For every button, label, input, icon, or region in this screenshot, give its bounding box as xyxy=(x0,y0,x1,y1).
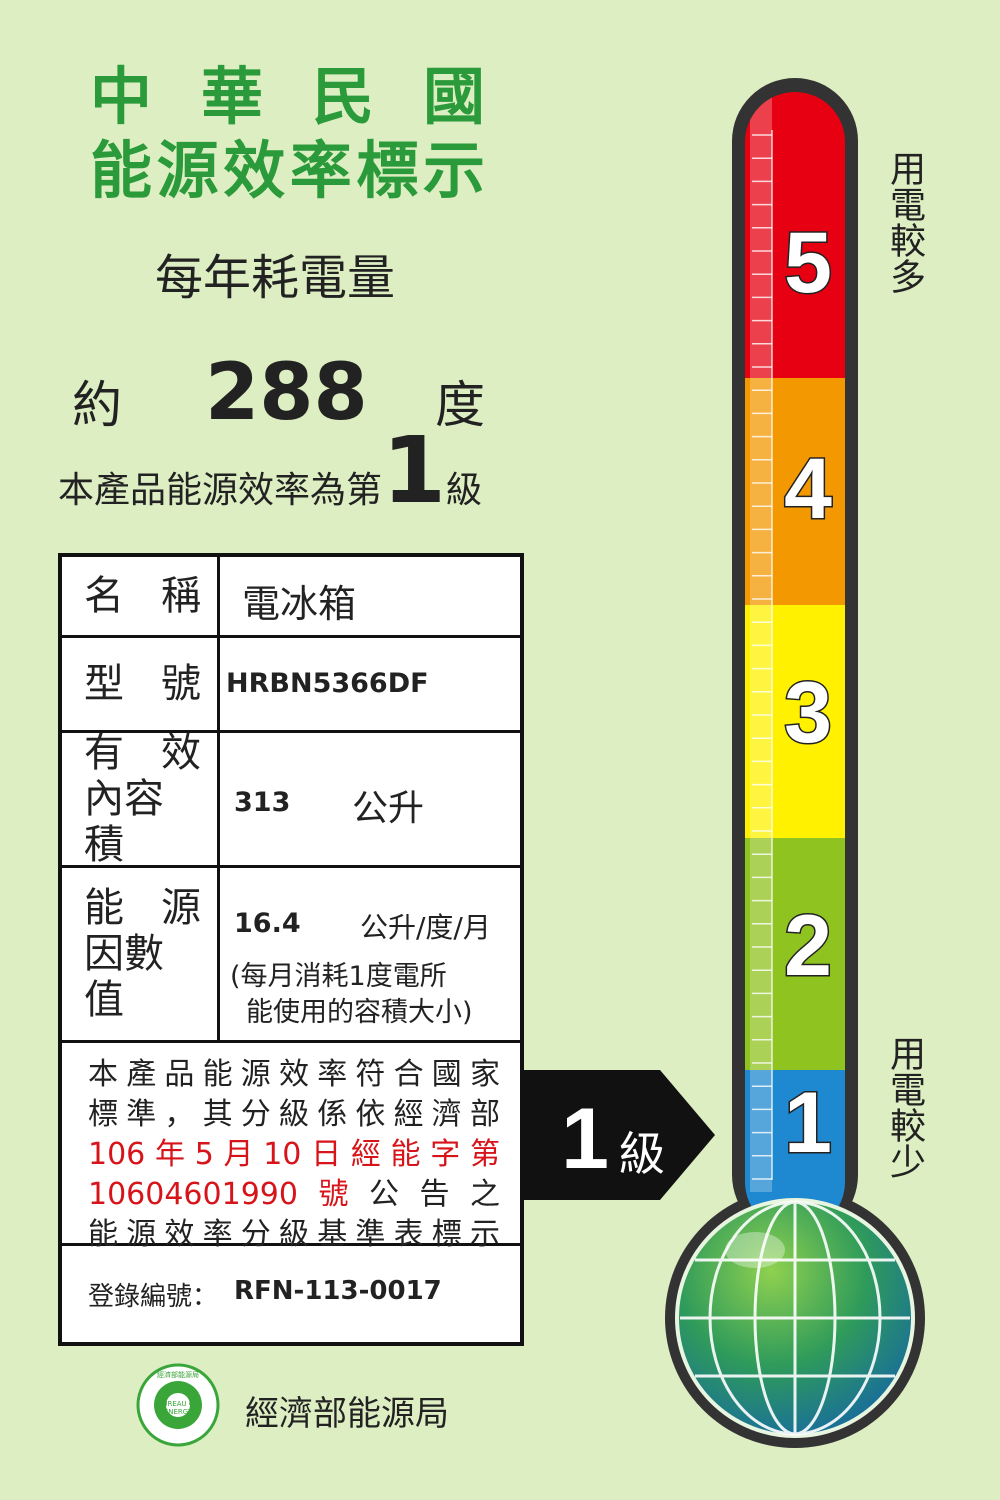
row-value: 313 xyxy=(234,787,291,818)
title-line: 中華民國 xyxy=(90,60,485,133)
row-value: 16.4 xyxy=(234,908,301,939)
consumption-prefix: 約 xyxy=(72,376,122,434)
registration-label: 登錄編號： xyxy=(88,1282,219,1312)
statement-line: 106年5月10日經能字第 xyxy=(88,1135,500,1175)
rating-text: 本產品能源效率為第 xyxy=(58,470,383,511)
label-line: 因數值 xyxy=(84,931,164,1023)
row-label: 有效 內容積 xyxy=(62,730,220,868)
title-line: 能源效率標示 xyxy=(90,134,485,207)
row-label: 能源 因數值 xyxy=(62,868,220,1040)
row-unit: 公升 xyxy=(352,788,425,829)
grade-arrow xyxy=(520,1070,715,1200)
label-line: 能源 xyxy=(84,885,201,931)
level-label: 1 xyxy=(784,1075,832,1171)
row-value: 電冰箱 xyxy=(242,582,357,626)
statement: 本產品能源效率符合國家 標準，其分級係依經濟部 106年5月10日經能字第 10604… xyxy=(62,1043,520,1252)
row-unit: 公升/度/月 xyxy=(360,911,491,944)
level-label: 2 xyxy=(784,898,832,994)
agency: 經濟部能源局 xyxy=(245,1394,449,1434)
subtitle: 每年耗電量 xyxy=(155,250,396,306)
statement-line: 10604601990號公告之 xyxy=(88,1175,500,1215)
row-note: 能使用的容積大小) xyxy=(246,997,473,1028)
level-label: 3 xyxy=(784,665,832,761)
highlight xyxy=(750,92,772,1192)
arrow-suffix: 級 xyxy=(619,1128,665,1180)
row-note: (每月消耗1度電所 xyxy=(230,961,447,992)
level-band xyxy=(745,605,845,838)
statement-line: 本產品能源效率符合國家 xyxy=(88,1055,500,1095)
bottom-text: 用電較少 xyxy=(884,1035,925,1179)
row-label: 名稱 xyxy=(62,557,220,635)
level-label: 5 xyxy=(784,215,832,311)
row-value: HRBN5366DF xyxy=(226,668,429,699)
consumption-value: 288 xyxy=(205,348,368,438)
arrow-grade: 1 xyxy=(561,1091,609,1187)
statement-text: 能源效率分級基準表標示 xyxy=(88,1217,500,1252)
spec-table: 名稱 電冰箱 型號 HRBN5366DF 有效 內容積 313 公升 能源 因數值 1… xyxy=(58,553,524,1346)
statement-text: 公告之 xyxy=(368,1177,500,1212)
statement-text: 10604601990號 xyxy=(88,1177,369,1212)
consumption-unit: 度 xyxy=(435,376,485,434)
logo-cn: 經濟部能源局 xyxy=(157,1371,199,1379)
rating-line: 本產品能源效率為第1級 xyxy=(58,425,482,517)
level-band xyxy=(745,92,845,378)
rating-suffix: 級 xyxy=(446,470,483,511)
registration-number: RFN-113-0017 xyxy=(234,1276,442,1306)
statement-text: 106年5月10日經能字第 xyxy=(88,1137,500,1172)
level-band xyxy=(745,378,845,605)
statement-line: 標準，其分級係依經濟部 xyxy=(88,1095,500,1135)
registration: 登錄編號： RFN-113-0017 xyxy=(62,1246,520,1342)
label-line: 有效 xyxy=(84,730,201,776)
row-label: 型號 xyxy=(62,638,220,730)
label-line: 型號 xyxy=(84,661,201,707)
top-text: 用電較多 xyxy=(884,150,925,294)
statement-text: 標準，其分級係依經濟部 xyxy=(88,1097,500,1132)
level-label: 4 xyxy=(784,441,832,537)
rating-grade: 1 xyxy=(382,417,447,524)
label-line: 名稱 xyxy=(84,573,201,619)
statement-text: 本產品能源效率符合國家 xyxy=(88,1057,500,1092)
label-line: 內容積 xyxy=(84,776,164,868)
logo-en: BUREAU OF ENERGY xyxy=(157,1400,199,1416)
statement-line: 能源效率分級基準表標示 xyxy=(88,1215,500,1255)
